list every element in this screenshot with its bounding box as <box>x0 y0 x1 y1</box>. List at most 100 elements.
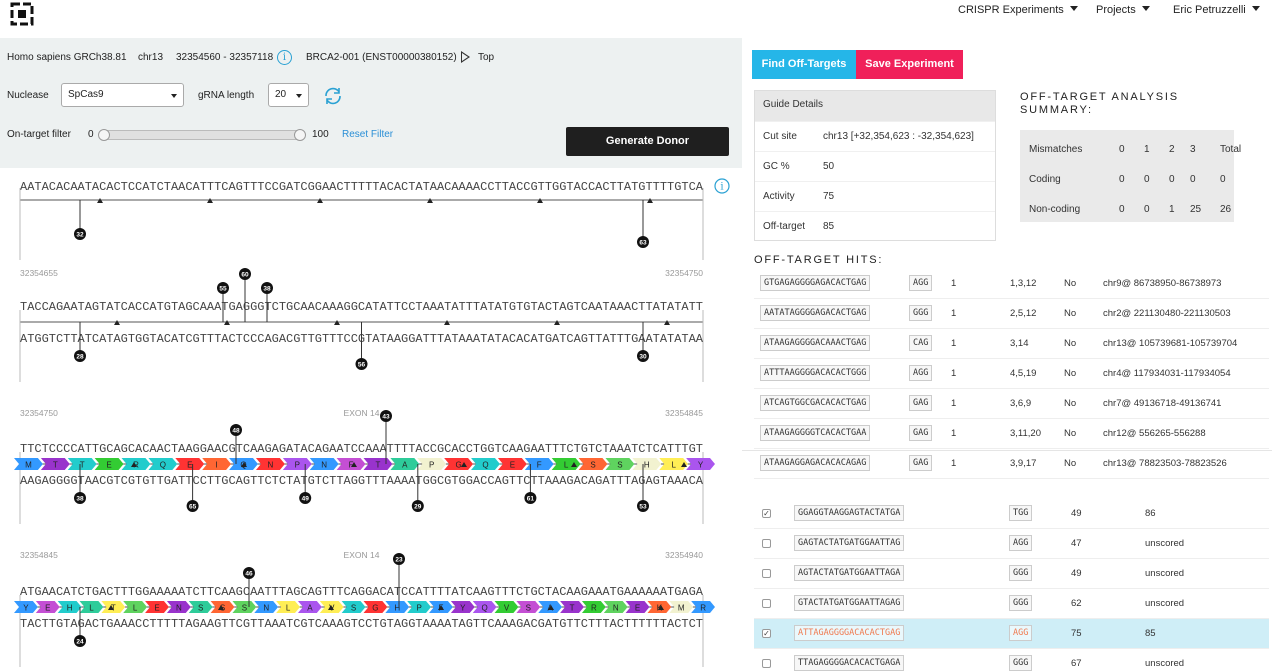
refresh-icon[interactable] <box>322 86 344 106</box>
amino-acid-block <box>341 601 366 613</box>
summary-cell: 0 <box>1144 174 1150 185</box>
nuclease-value: SpCas9 <box>68 89 104 100</box>
guide-marker-label: 24 <box>76 639 84 646</box>
guide-marker[interactable] <box>74 635 86 647</box>
detail-value: 85 <box>823 221 835 232</box>
amino-acid-block <box>254 601 279 613</box>
amino-acid-letter: V <box>504 604 510 613</box>
amino-acid-letter: M <box>25 461 32 470</box>
guide-marker[interactable] <box>299 492 312 504</box>
guide-marker[interactable] <box>186 500 199 512</box>
checkbox[interactable] <box>762 659 771 668</box>
sequence-viewer[interactable]: i AATACACAATACACTCCATCTAACATTTCAGTTTCCGAT… <box>0 168 742 671</box>
info-icon[interactable]: i <box>277 50 292 65</box>
cut-site-tick <box>334 320 340 325</box>
chevron-down-icon <box>296 94 302 98</box>
hit-location: chr2@ 221130480-221130503 <box>1103 308 1231 319</box>
amino-acid-block <box>686 458 715 470</box>
guide-marker-label: 38 <box>76 496 84 503</box>
guide-detail-row: Off-target 85 <box>755 211 995 241</box>
hit-sequence: ATAAGAGGAGACACACAGAG <box>760 455 871 471</box>
slider-max-handle[interactable] <box>294 129 306 141</box>
guide-marker[interactable] <box>393 553 405 565</box>
guide-marker[interactable] <box>261 282 273 294</box>
top-label[interactable]: Top <box>478 52 495 63</box>
slider-min-handle[interactable] <box>98 129 110 141</box>
amino-acid-letter: L <box>89 604 94 613</box>
nav-crispr-experiments[interactable]: CRISPR Experiments <box>958 4 1078 16</box>
generate-donor-button[interactable]: Generate Donor <box>566 127 729 156</box>
amino-acid-letter: T <box>570 604 575 613</box>
guide-marker[interactable] <box>217 282 229 294</box>
guide-marker[interactable] <box>74 350 86 362</box>
nuclease-select[interactable]: SpCas9 <box>61 83 184 107</box>
play-icon[interactable] <box>461 51 470 63</box>
nav-projects[interactable]: Projects <box>1096 4 1150 16</box>
guide-row[interactable]: TTAGAGGGGACACACTGAGA GGG 67 unscored <box>754 649 1269 671</box>
guide-marker[interactable] <box>230 424 242 436</box>
hit-row[interactable]: ATAAGAGGGGTCACACTGAA GAG 1 3,11,20 No chr12@ … <box>754 419 1269 449</box>
guide-marker[interactable] <box>239 268 251 280</box>
reset-filter-link[interactable]: Reset Filter <box>342 129 394 140</box>
save-experiment-button[interactable]: Save Experiment <box>856 50 963 79</box>
guide-marker[interactable] <box>74 228 86 240</box>
guide-marker[interactable] <box>524 492 537 504</box>
amino-acid-letter: L <box>671 461 676 470</box>
amino-acid-letter: E <box>510 461 515 470</box>
logo-icon[interactable] <box>10 2 34 26</box>
guide-row[interactable]: GTACTATGATGGAATTAGAG GGG 62 unscored <box>754 589 1269 619</box>
hit-row[interactable]: ATAAGAGGGGACAAACTGAG CAG 1 3,14 No chr13@ 105… <box>754 329 1269 359</box>
hit-row[interactable]: ATAAGAGGAGACACACAGAG GAG 1 3,9,17 No chr13@ 7… <box>754 449 1269 479</box>
hit-positions: 3,9,17 <box>1010 458 1037 469</box>
guide-marker[interactable] <box>380 410 392 422</box>
hit-row[interactable]: ATTTAAGGGGACACACTGGG AGG 1 4,5,19 No chr4@ 11… <box>754 359 1269 389</box>
hit-row[interactable]: GTGAGAGGGGAGACACTGAG AGG 1 1,3,12 No chr9@ 86… <box>754 271 1269 299</box>
guide-marker[interactable] <box>637 500 649 512</box>
amino-acid-block <box>255 458 285 470</box>
amino-acid-block <box>282 458 312 470</box>
cut-site-tick <box>241 462 247 467</box>
summary-cell: 0 <box>1119 204 1125 215</box>
guide-detail-row: Activity 75 <box>755 181 995 211</box>
amino-acid-letter: H <box>394 604 400 613</box>
guide-marker[interactable] <box>637 350 649 362</box>
guide-marker[interactable] <box>243 567 255 579</box>
hit-sequence: GTGAGAGGGGAGACACTGAG <box>760 275 871 291</box>
hit-row[interactable]: AATATAGGGGAGACACTGAG GGG 1 2,5,12 No chr2@ 22… <box>754 299 1269 329</box>
grna-length-select[interactable]: 20 <box>268 83 309 107</box>
guide-marker[interactable] <box>74 492 86 504</box>
guide-marker[interactable] <box>355 358 368 370</box>
sequence-info-icon[interactable]: i <box>714 178 730 194</box>
checkbox-checked[interactable]: ✓ <box>762 629 771 638</box>
find-off-targets-button[interactable]: Find Off-Targets <box>752 50 856 79</box>
guide-row[interactable]: GAGTACTATGATGGAATTAG AGG 47 unscored <box>754 529 1269 559</box>
nuclease-label: Nuclease <box>7 90 49 101</box>
guide-marker[interactable] <box>637 236 649 248</box>
guide-row[interactable]: ✓ GGAGGTAAGGAGTACTATGA TGG 49 86 <box>754 499 1269 529</box>
checkbox-checked[interactable]: ✓ <box>762 509 771 518</box>
summary-cell: 26 <box>1220 204 1232 215</box>
nav-user-menu[interactable]: Eric Petruzzelli <box>1173 4 1260 16</box>
top-strand: AATACACAATACACTCCATCTAACATTTCAGTTTCCGATC… <box>20 181 703 194</box>
amino-acid-block <box>121 458 151 470</box>
hit-row[interactable]: ATCAGTGGCGACACACTGAG GAG 1 3,6,9 No chr7@ 491… <box>754 389 1269 419</box>
guide-row[interactable]: AGTACTATGATGGAATTAGA GGG 49 unscored <box>754 559 1269 589</box>
chromosome-label: chr13 <box>138 52 164 63</box>
off-target-hits-table[interactable]: GTGAGAGGGGAGACACTGAG AGG 1 1,3,12 No chr9@ 86… <box>754 271 1269 481</box>
detail-label: GC % <box>763 161 790 172</box>
on-target-slider[interactable] <box>102 130 303 140</box>
guide-list-table[interactable]: ✓ GGAGGTAAGGAGTACTATGA TGG 49 86 GAGTACTATGAT… <box>754 499 1269 671</box>
hit-coding: No <box>1064 398 1077 409</box>
checkbox[interactable] <box>762 539 771 548</box>
checkbox[interactable] <box>762 569 771 578</box>
amino-acid-block <box>148 458 178 470</box>
amino-acid-block <box>101 601 126 613</box>
genome-label: Homo sapiens GRCh38.81 <box>7 52 127 63</box>
amino-acid-letter: S <box>526 604 531 613</box>
checkbox[interactable] <box>762 599 771 608</box>
coord-start: 32354750 <box>20 408 58 418</box>
summary-cell: 25 <box>1190 204 1202 215</box>
guide-marker[interactable] <box>411 500 424 512</box>
guide-row[interactable]: ✓ ATTAGAGGGGACACACTGAG AGG 75 85 <box>754 619 1269 649</box>
amino-acid-letter: Y <box>460 604 466 613</box>
